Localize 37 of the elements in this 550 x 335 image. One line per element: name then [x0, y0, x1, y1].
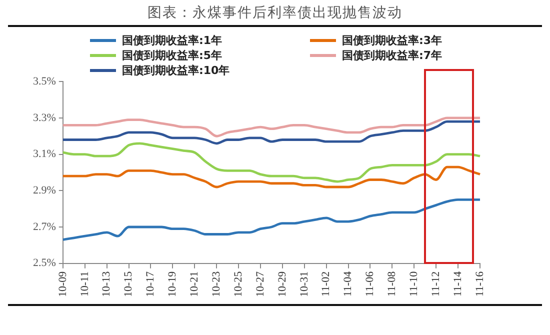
- x-tick-label: 11-08: [386, 270, 398, 297]
- line-series: [62, 116, 482, 138]
- x-tick-label: 10-09: [56, 270, 69, 298]
- x-tick-label: 11-06: [364, 270, 376, 297]
- x-tick-label: 11-02: [320, 271, 332, 297]
- legend-label: 国债到期收益率:7年: [342, 48, 442, 62]
- x-tick-label: 11-16: [474, 270, 486, 297]
- x-tick-label: 10-25: [232, 270, 244, 298]
- x-tick-label: 11-14: [452, 270, 464, 297]
- x-tick-label: 10-21: [188, 271, 201, 298]
- x-tick-label: 11-04: [342, 270, 354, 297]
- x-tick-label: 10-23: [210, 270, 222, 298]
- y-tick-label: 3.3%: [32, 112, 56, 124]
- legend-label: 国债到期收益率:10年: [122, 62, 230, 78]
- x-tick-label: 10-13: [100, 270, 113, 298]
- x-tick-label: 10-27: [254, 270, 266, 298]
- legend-label: 国债到期收益率:5年: [122, 48, 222, 62]
- chart-title: 图表：永煤事件后利率债出现抛售波动: [8, 4, 542, 27]
- y-tick-label: 2.7%: [32, 220, 56, 233]
- line-series: [62, 166, 482, 188]
- line-series: [62, 142, 482, 183]
- x-tick-label: 10-17: [144, 270, 157, 298]
- y-tick-label: 2.9%: [32, 184, 56, 197]
- y-tick-label: 3.5%: [32, 75, 56, 88]
- x-tick-label: 11-12: [430, 271, 442, 297]
- legend-label: 国债到期收益率:3年: [342, 32, 442, 48]
- x-tick-label: 10-19: [166, 270, 179, 298]
- line-series: [62, 198, 482, 241]
- line-series: [62, 120, 482, 145]
- y-tick-label: 3.1%: [32, 148, 56, 160]
- x-tick-label: 10-11: [78, 271, 91, 297]
- x-tick-label: 11-10: [408, 270, 420, 297]
- x-tick-label: 10-31: [298, 271, 310, 298]
- y-tick-label: 2.5%: [32, 257, 56, 270]
- x-tick-label: 10-29: [276, 270, 288, 298]
- x-tick-label: 10-15: [122, 270, 135, 298]
- legend-label: 国债到期收益率:1年: [122, 32, 222, 48]
